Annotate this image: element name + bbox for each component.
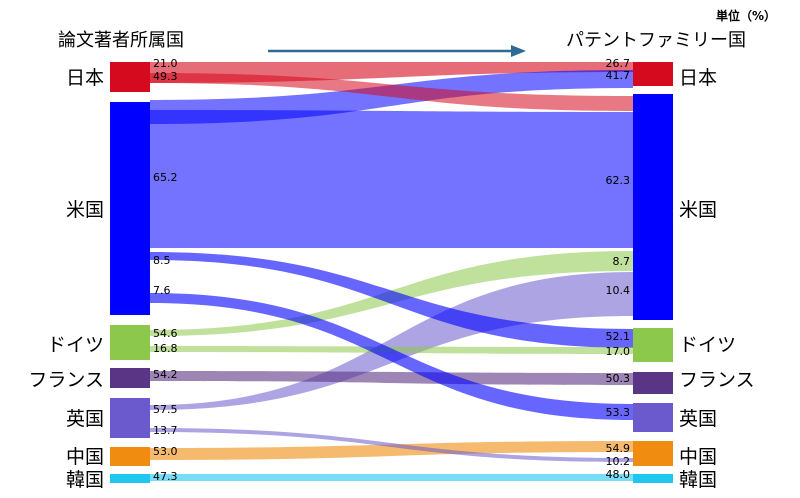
left-node-us-label: 米国 xyxy=(66,199,104,221)
direction-arrow xyxy=(268,45,526,57)
flow-cn-to-cn-right-value: 54.9 xyxy=(606,442,631,455)
right-node-us-label: 米国 xyxy=(679,199,717,221)
left-node-kr-label: 韓国 xyxy=(66,469,104,491)
flow-us-to-us-left-value: 65.2 xyxy=(153,171,178,184)
left-node-uk xyxy=(110,398,150,438)
flow-us-to-uk xyxy=(150,293,633,420)
right-node-de xyxy=(633,328,673,362)
flow-uk-to-cn-left-value: 13.7 xyxy=(153,424,178,437)
right-node-uk-label: 英国 xyxy=(679,408,717,430)
left-axis-title: 論文著者所属国 xyxy=(58,30,184,51)
flow-us-to-uk-right-value: 53.3 xyxy=(606,406,631,419)
right-node-fr-label: フランス xyxy=(679,369,755,391)
left-node-cn-label: 中国 xyxy=(66,446,104,468)
right-node-jp-label: 日本 xyxy=(679,67,717,89)
flow-kr-to-kr xyxy=(150,474,633,481)
flow-de-to-de-left-value: 16.8 xyxy=(153,342,178,355)
flow-us-to-jp-right-value: 41.7 xyxy=(606,69,631,82)
right-node-cn-label: 中国 xyxy=(679,446,717,468)
left-node-de xyxy=(110,325,150,360)
right-node-kr xyxy=(633,474,673,483)
left-node-cn xyxy=(110,447,150,466)
right-axis-title: パテントファミリー国 xyxy=(566,30,746,51)
left-node-jp-label: 日本 xyxy=(66,67,104,89)
flow-us-to-uk-left-value: 7.6 xyxy=(153,284,171,297)
flow-jp-to-jp-right-value: 26.7 xyxy=(606,57,631,70)
left-node-kr xyxy=(110,474,150,483)
flows-layer xyxy=(150,62,633,481)
right-node-us xyxy=(633,94,673,320)
left-node-de-label: ドイツ xyxy=(47,334,104,356)
flow-us-to-de-left-value: 8.5 xyxy=(153,254,171,267)
right-node-de-label: ドイツ xyxy=(679,334,736,356)
left-node-fr xyxy=(110,368,150,388)
flow-uk-to-cn xyxy=(150,428,633,462)
right-node-fr xyxy=(633,372,673,394)
right-node-uk xyxy=(633,403,673,432)
right-node-cn xyxy=(633,441,673,466)
left-node-jp xyxy=(110,62,150,92)
nodes-layer xyxy=(110,62,673,483)
flow-fr-to-fr xyxy=(150,371,633,385)
flow-uk-to-us-right-value: 10.4 xyxy=(606,284,631,297)
labels-layer: 21.0 26.741.7 49.3 65.2 62.3 54.6 8.7 57.5 10.4 8… xyxy=(28,57,754,491)
flow-us-to-de xyxy=(150,252,633,348)
flow-kr-to-kr-right-value: 48.0 xyxy=(606,468,631,481)
left-node-fr-label: フランス xyxy=(28,369,104,391)
unit-label: 単位（%） xyxy=(716,8,776,23)
flow-kr-to-kr-left-value: 47.3 xyxy=(153,470,178,483)
flow-de-to-us-left-value: 54.6 xyxy=(153,327,178,340)
flow-fr-to-fr-right-value: 50.3 xyxy=(606,372,631,385)
flow-jp-to-jp-left-value: 21.0 xyxy=(153,57,178,70)
flow-us-to-de-right-value: 52.1 xyxy=(606,330,631,343)
flow-jp-to-us-left-value: 49.3 xyxy=(153,70,178,83)
flow-uk-to-cn-right-value: 10.2 xyxy=(606,455,631,468)
flow-uk-to-us-left-value: 57.5 xyxy=(153,403,178,416)
flow-us-to-us-right-value: 62.3 xyxy=(606,174,631,187)
flow-jp-to-us xyxy=(150,73,633,111)
left-node-us xyxy=(110,102,150,315)
flow-de-to-de-right-value: 17.0 xyxy=(606,345,631,358)
flow-cn-to-cn xyxy=(150,441,633,460)
flow-us-to-us xyxy=(150,110,633,248)
left-node-uk-label: 英国 xyxy=(66,408,104,430)
flow-fr-to-fr-left-value: 54.2 xyxy=(153,368,178,381)
right-node-kr-label: 韓国 xyxy=(679,469,717,491)
right-node-jp xyxy=(633,62,673,86)
flow-uk-to-us xyxy=(150,272,633,410)
flow-cn-to-cn-left-value: 53.0 xyxy=(153,445,178,458)
flow-de-to-us-right-value: 8.7 xyxy=(613,255,631,268)
